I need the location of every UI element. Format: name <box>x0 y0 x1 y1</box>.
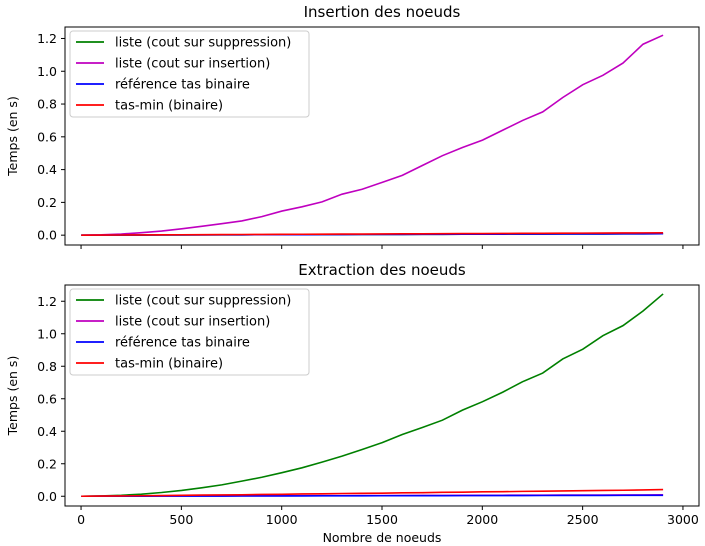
panel-2-xtick-label: 500 <box>169 512 193 527</box>
panel-1-title: Insertion des noeuds <box>304 3 461 21</box>
panel-1-ytick-label: 0.6 <box>37 129 57 144</box>
panel-1-series-line-2 <box>81 34 664 236</box>
panel-1-legend-box <box>69 30 310 118</box>
panel-1-ytick-label: 0.0 <box>37 228 57 243</box>
panel-2-series-line-4 <box>81 488 664 498</box>
panel-1-legend-label-1: liste (cout sur suppression) <box>115 36 291 51</box>
panel-2-xtick-label: 1500 <box>366 512 398 527</box>
panel-2-ytick-label: 0.0 <box>37 489 57 504</box>
panel-2-ytick-label: 0.8 <box>37 359 57 374</box>
panel-1-legend-label-4: tas-min (binaire) <box>115 99 223 114</box>
panel-2-title: Extraction des noeuds <box>298 261 466 279</box>
panel-1-ytick-label: 0.8 <box>37 97 57 112</box>
panel-1-ytick-label: 1.0 <box>37 64 57 79</box>
panel-2-xtick-label: 1000 <box>266 512 298 527</box>
panel-2-xtick-label: 3000 <box>667 512 699 527</box>
panel-2-ytick-label: 1.0 <box>37 326 57 341</box>
panel-2-ytick-label: 1.2 <box>37 294 57 309</box>
panel-2-ytick-label: 0.6 <box>37 391 57 406</box>
panel-2-legend-label-4: tas-min (binaire) <box>115 357 223 372</box>
panel-1-ylabel: Temps (en s) <box>5 96 20 177</box>
panel-1-ytick-label: 0.4 <box>37 162 57 177</box>
panel-2-legend-box <box>69 288 310 376</box>
panel-2-ytick-label: 0.2 <box>37 456 57 471</box>
panel-1-legend-label-3: référence tas binaire <box>115 78 250 93</box>
panel-2-xtick-label: 2500 <box>567 512 599 527</box>
panel-1-series-line-4 <box>81 231 664 236</box>
panel-2-xtick-label: 0 <box>77 512 85 527</box>
panel-2-ytick-label: 0.4 <box>37 424 57 439</box>
panel-1-ytick-label: 0.2 <box>37 195 57 210</box>
panel-2-series-line-1 <box>81 293 664 498</box>
panel-2-legend-label-3: référence tas binaire <box>115 336 250 351</box>
panel-2-legend-label-2: liste (cout sur insertion) <box>115 315 270 330</box>
panel-2-xlabel: Nombre de noeuds <box>323 530 442 545</box>
panel-1-ytick-label: 1.2 <box>37 31 57 46</box>
panel-1-legend-label-2: liste (cout sur insertion) <box>115 57 270 72</box>
panel-2-xtick-label: 2000 <box>466 512 498 527</box>
panel-2-ylabel: Temps (en s) <box>5 356 20 437</box>
panel-2-legend-label-1: liste (cout sur suppression) <box>115 294 291 309</box>
